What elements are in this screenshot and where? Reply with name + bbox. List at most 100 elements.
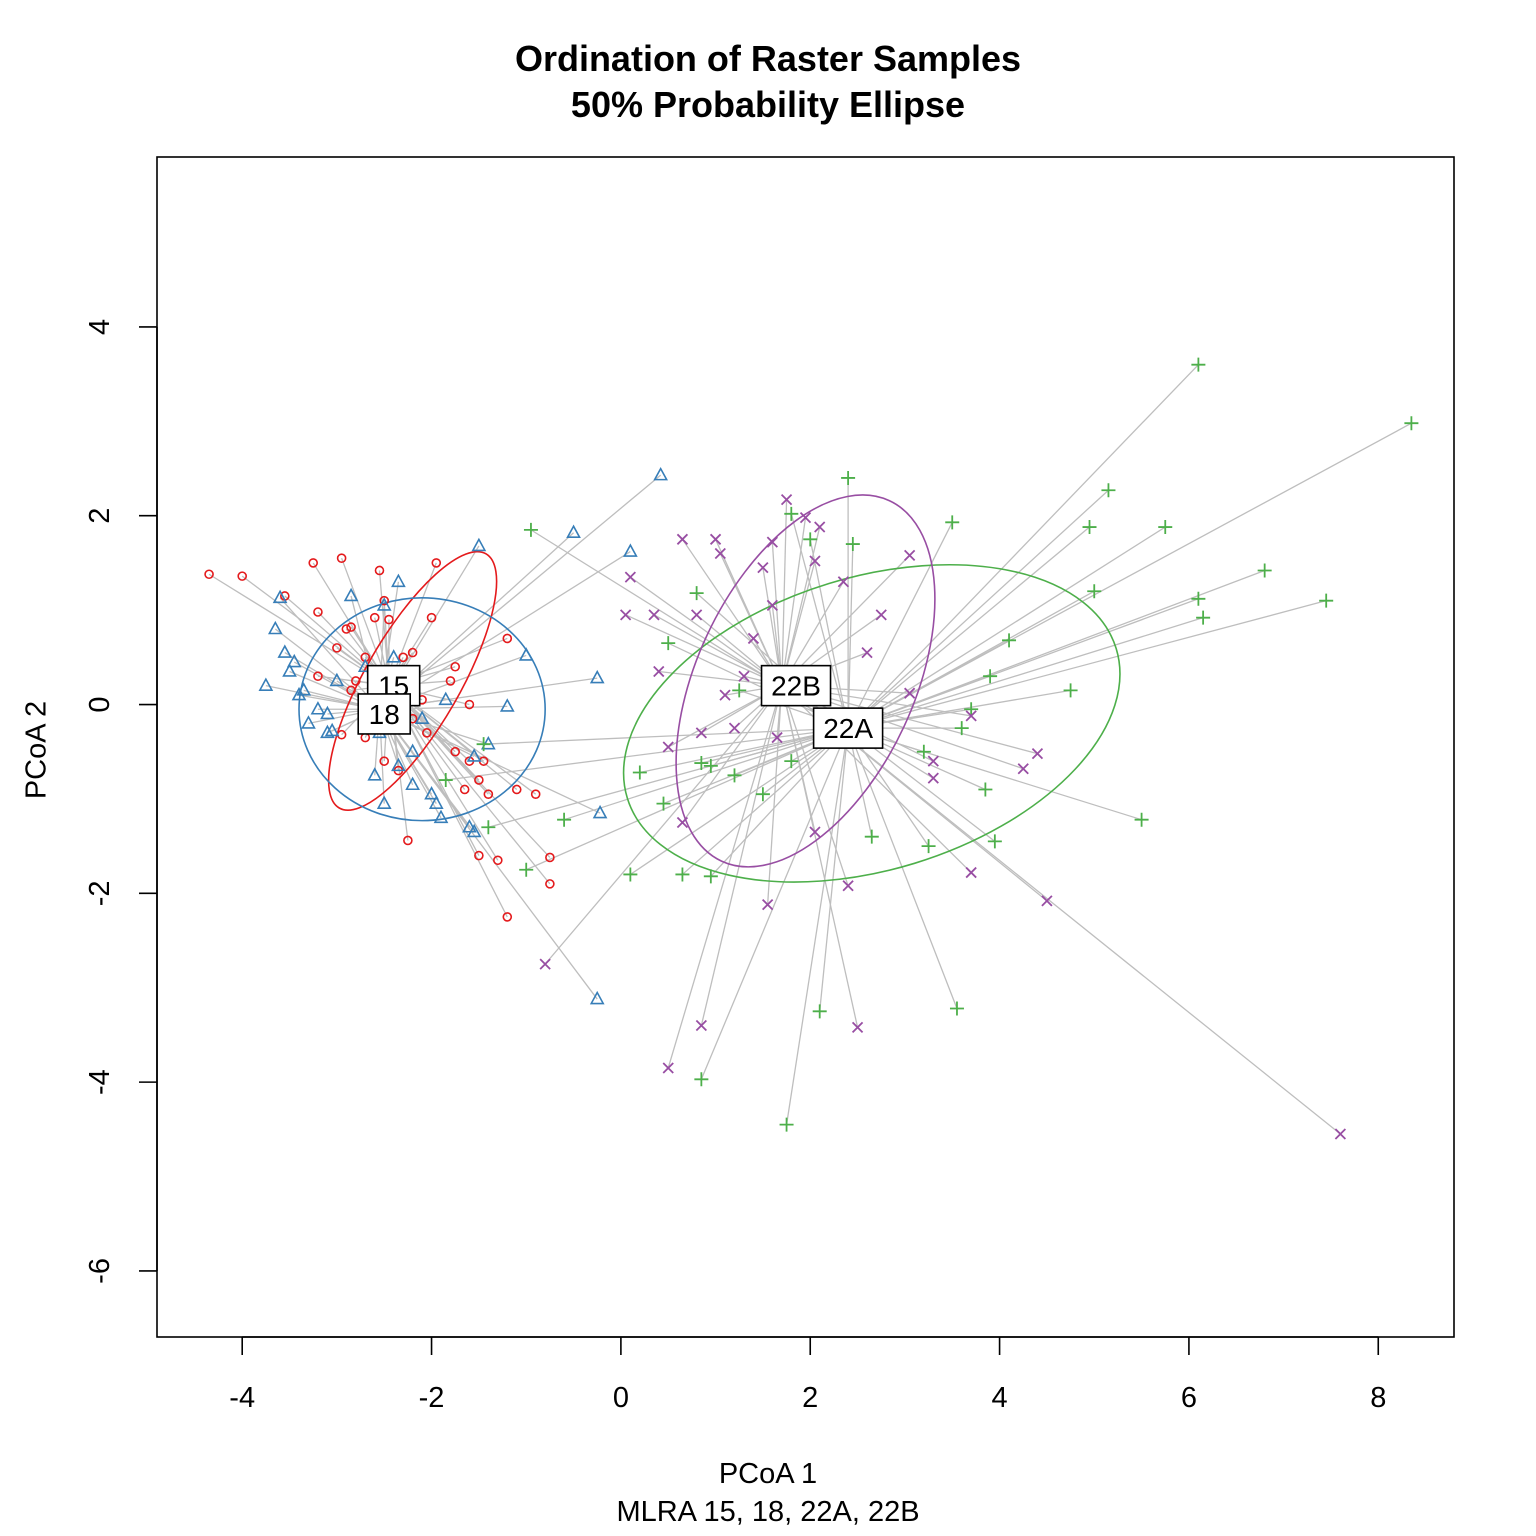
point-22b bbox=[771, 731, 783, 744]
point-15 bbox=[313, 671, 323, 682]
point-22b bbox=[809, 826, 821, 838]
point-22b bbox=[814, 521, 826, 533]
spider-line-22a bbox=[681, 727, 849, 875]
spider-line-22a bbox=[847, 526, 1090, 729]
point-15 bbox=[450, 746, 461, 757]
y-tick-label: 4 bbox=[84, 319, 116, 335]
point-18 bbox=[301, 715, 316, 729]
point-22a bbox=[661, 636, 676, 651]
point-18 bbox=[296, 682, 312, 696]
spider-line-22a bbox=[847, 489, 1109, 729]
point-22a bbox=[1087, 584, 1102, 599]
point-15 bbox=[308, 558, 319, 568]
x-tick-label: 0 bbox=[613, 1382, 629, 1414]
point-22a bbox=[864, 829, 879, 844]
point-15 bbox=[374, 565, 385, 576]
point-18 bbox=[653, 466, 669, 481]
point-22b bbox=[676, 816, 689, 829]
group-label-18: 18 bbox=[357, 693, 412, 735]
spider-line-22a bbox=[847, 600, 1327, 729]
point-22a bbox=[1002, 633, 1017, 648]
spider-line-18 bbox=[378, 708, 598, 1000]
spider-line-22b bbox=[781, 526, 821, 686]
point-22a bbox=[481, 820, 496, 835]
point-22a bbox=[1063, 683, 1078, 698]
point-18 bbox=[320, 724, 335, 739]
point-15 bbox=[445, 676, 456, 686]
point-22b bbox=[648, 609, 660, 621]
point-22b bbox=[761, 899, 774, 911]
point-18 bbox=[466, 748, 482, 762]
point-15 bbox=[450, 661, 461, 672]
x-axis-sublabel: MLRA 15, 18, 22A, 22B bbox=[616, 1496, 920, 1528]
point-15 bbox=[332, 643, 342, 653]
x-axis: -4 -2 0 2 4 6 8 bbox=[229, 1336, 1386, 1414]
point-22a bbox=[945, 515, 960, 530]
point-15 bbox=[346, 685, 356, 696]
point-22b bbox=[1334, 1128, 1347, 1140]
point-18 bbox=[414, 710, 430, 724]
spider-line-22a bbox=[847, 522, 953, 729]
point-22b bbox=[695, 1019, 707, 1032]
point-18 bbox=[282, 663, 297, 677]
ellipse-15 bbox=[327, 550, 498, 811]
spider-line-22b bbox=[700, 685, 783, 1026]
point-22b bbox=[738, 670, 750, 682]
point-15 bbox=[384, 614, 394, 625]
point-22b bbox=[799, 511, 812, 524]
y-tick-label: -2 bbox=[84, 880, 116, 906]
ellipse-22b bbox=[675, 494, 936, 868]
point-18 bbox=[291, 686, 307, 701]
spider-line-22b bbox=[653, 614, 783, 687]
point-22a bbox=[476, 737, 491, 752]
spider-line-22a bbox=[700, 727, 849, 1080]
point-22a bbox=[983, 669, 998, 684]
spider-line-22a bbox=[819, 728, 849, 1012]
spider-line-22a bbox=[847, 727, 958, 1009]
x-tick-label: 4 bbox=[992, 1382, 1008, 1414]
point-22b bbox=[719, 689, 731, 701]
point-18 bbox=[343, 587, 359, 602]
point-18 bbox=[566, 524, 581, 539]
point-15 bbox=[407, 647, 418, 658]
spider-line-18 bbox=[379, 474, 662, 710]
point-22b bbox=[927, 755, 939, 767]
point-22b bbox=[837, 576, 850, 588]
point-22b bbox=[1031, 747, 1044, 760]
point-15 bbox=[426, 612, 437, 623]
y-tick-label: 0 bbox=[84, 696, 116, 712]
point-18 bbox=[277, 644, 293, 658]
point-15 bbox=[422, 728, 432, 738]
spider-line-22a bbox=[483, 727, 849, 745]
spider-line-15 bbox=[208, 573, 390, 687]
point-22b bbox=[1041, 895, 1053, 907]
point-22b bbox=[904, 687, 916, 699]
point-22b bbox=[728, 722, 741, 734]
point-22a bbox=[964, 702, 979, 717]
spider-line-22b bbox=[681, 685, 783, 823]
point-15 bbox=[351, 676, 361, 686]
y-tick-label: 2 bbox=[84, 508, 116, 524]
point-18 bbox=[481, 735, 496, 750]
spider-line-22a bbox=[847, 422, 1412, 729]
point-22a bbox=[1196, 610, 1211, 625]
point-18 bbox=[310, 701, 326, 715]
point-22b bbox=[766, 536, 779, 548]
point-22a bbox=[703, 758, 718, 773]
x-tick-label: 6 bbox=[1181, 1382, 1197, 1414]
spider-line-22a bbox=[785, 728, 849, 1125]
spider-line-22b bbox=[544, 685, 783, 965]
point-18 bbox=[386, 649, 402, 663]
point-18 bbox=[405, 776, 420, 791]
point-18 bbox=[424, 786, 439, 800]
point-22b bbox=[766, 599, 779, 612]
point-22a bbox=[732, 683, 747, 698]
point-22a bbox=[438, 773, 453, 788]
point-18 bbox=[391, 757, 406, 772]
point-18 bbox=[471, 537, 487, 552]
point-22b bbox=[539, 958, 551, 970]
spider-lines bbox=[208, 364, 1412, 1135]
spider-line-22b bbox=[681, 538, 783, 687]
point-22a bbox=[694, 756, 709, 771]
